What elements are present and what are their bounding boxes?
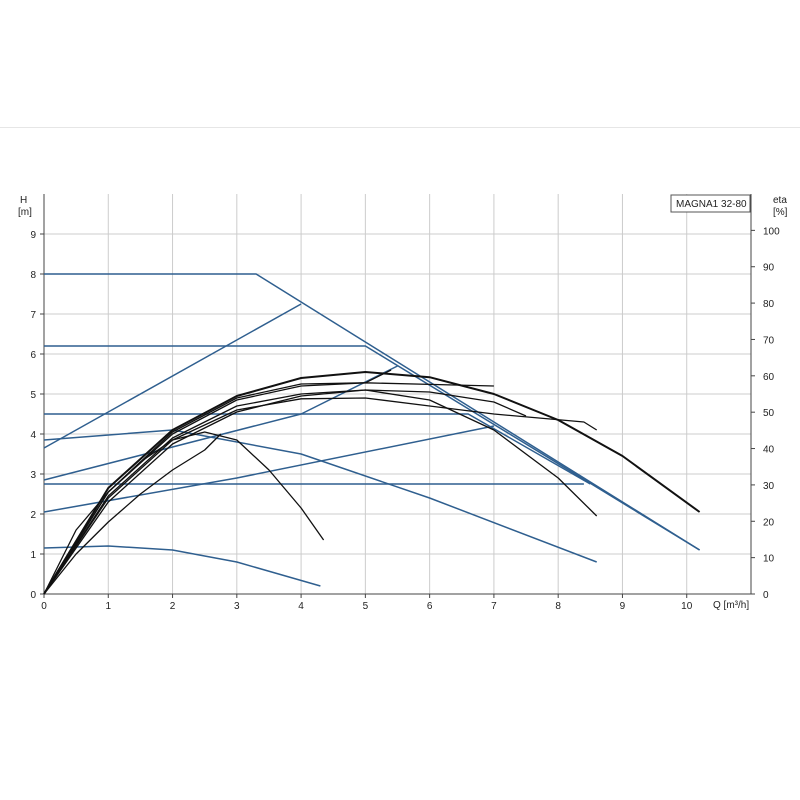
y-left-tick-label: 4 (30, 430, 36, 441)
y-left-tick-label: 6 (30, 350, 36, 361)
control-curve (43, 303, 302, 449)
y-left-tick-label: 9 (30, 230, 36, 241)
y-left-tick-label: 1 (30, 550, 36, 561)
performance-curve (43, 389, 598, 595)
performance-curve (43, 431, 325, 595)
y-right-tick-label: 60 (763, 372, 775, 383)
y-left-tick-label: 8 (30, 270, 36, 281)
y-right-tick-label: 30 (763, 481, 775, 492)
y-right-tick-label: 40 (763, 445, 775, 456)
y-right-tick-label: 50 (763, 408, 775, 419)
y-right-label-line-2: [%] (773, 207, 788, 218)
x-tick-label: 3 (234, 601, 240, 612)
y-left-label-line-2: [m] (18, 207, 32, 218)
top-divider (0, 127, 800, 128)
y-right-tick-label: 20 (763, 517, 775, 528)
y-right-tick-label: 10 (763, 554, 775, 565)
y-left-tick-label: 2 (30, 510, 36, 521)
y-left-label-line-1: H (20, 195, 27, 206)
x-tick-label: 5 (363, 601, 369, 612)
series-group (43, 273, 701, 595)
control-curve (43, 425, 495, 513)
y-right-tick-label: 80 (763, 299, 775, 310)
control-curve (43, 365, 398, 481)
y-right-label-line-1: eta (773, 195, 787, 206)
x-tick-label: 1 (105, 601, 111, 612)
control-curve (43, 545, 321, 587)
x-tick-label: 6 (427, 601, 433, 612)
control-curve (44, 345, 700, 551)
y-left-tick-label: 5 (30, 390, 36, 401)
grid (44, 194, 751, 594)
performance-curve (43, 433, 222, 595)
x-tick-label: 4 (298, 601, 304, 612)
labels: H [m] eta [%] Q [m³/h] MAGNA1 32-80 0 1 2 3… (18, 194, 788, 612)
y-left-tick-label: 0 (30, 590, 36, 601)
x-tick-label: 0 (41, 601, 47, 612)
x-tick-label: 8 (555, 601, 561, 612)
chart-title: MAGNA1 32-80 (676, 199, 747, 210)
x-tick-label: 7 (491, 601, 497, 612)
control-curve (43, 429, 597, 563)
title-box (670, 194, 751, 213)
x-tick-label: 10 (681, 601, 693, 612)
y-right-tick-label: 70 (763, 335, 775, 346)
x-tick-label: 2 (170, 601, 176, 612)
performance-curve (43, 397, 598, 595)
y-right-tick-label: 100 (763, 226, 780, 237)
y-right-tick-label: 90 (763, 263, 775, 274)
y-right-tick-label: 0 (763, 590, 769, 601)
x-tick-label: 9 (620, 601, 626, 612)
performance-curve (43, 371, 701, 595)
axes (40, 194, 755, 598)
control-curve (44, 273, 700, 551)
control-curve (44, 413, 591, 485)
y-left-tick-label: 3 (30, 470, 36, 481)
performance-curve (43, 389, 527, 595)
y-left-tick-label: 7 (30, 310, 36, 321)
x-axis-label: Q [m³/h] (713, 600, 749, 611)
